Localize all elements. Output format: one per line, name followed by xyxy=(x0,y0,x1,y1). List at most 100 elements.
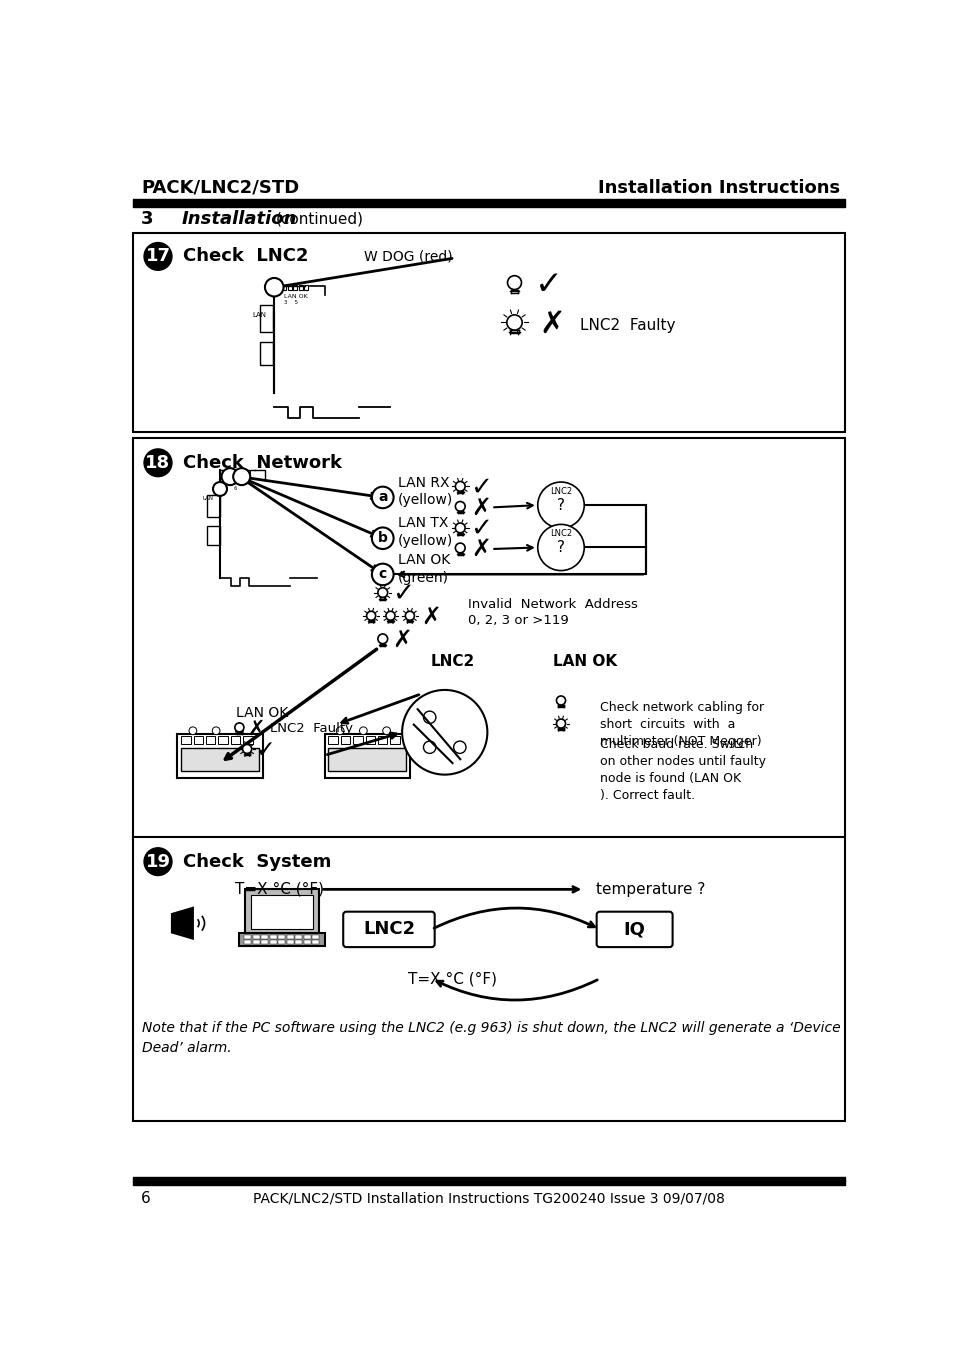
Polygon shape xyxy=(172,907,193,938)
Bar xyxy=(207,525,220,546)
Circle shape xyxy=(537,482,583,528)
Bar xyxy=(261,934,268,938)
Bar xyxy=(261,940,268,944)
Bar xyxy=(253,934,259,938)
Bar xyxy=(278,940,285,944)
Circle shape xyxy=(144,242,172,271)
Bar xyxy=(312,934,319,938)
Bar xyxy=(270,940,276,944)
Bar xyxy=(377,737,387,743)
Text: ✗: ✗ xyxy=(471,496,491,520)
Circle shape xyxy=(507,276,521,290)
Circle shape xyxy=(455,523,465,532)
Circle shape xyxy=(455,501,465,512)
Circle shape xyxy=(233,468,250,485)
Circle shape xyxy=(265,278,283,297)
Bar xyxy=(207,496,220,517)
Bar xyxy=(390,737,399,743)
Text: ✗: ✗ xyxy=(392,628,412,651)
Bar xyxy=(177,734,262,779)
Circle shape xyxy=(359,727,367,735)
Bar xyxy=(244,934,251,938)
Text: Check  System: Check System xyxy=(183,853,331,871)
Circle shape xyxy=(372,528,394,548)
Text: Installation: Installation xyxy=(181,210,296,229)
Text: ?: ? xyxy=(557,540,564,555)
Text: 17: 17 xyxy=(146,248,171,265)
Circle shape xyxy=(556,719,565,728)
Bar xyxy=(286,940,294,944)
Text: 18: 18 xyxy=(145,454,171,471)
Text: ✗: ✗ xyxy=(538,310,564,338)
Bar xyxy=(288,284,292,290)
Bar xyxy=(328,747,406,770)
Text: LAN: LAN xyxy=(203,496,213,501)
Text: LNC2: LNC2 xyxy=(362,921,415,938)
Circle shape xyxy=(372,563,394,585)
Bar xyxy=(239,933,324,945)
Circle shape xyxy=(556,696,565,705)
Bar xyxy=(270,934,276,938)
Bar xyxy=(259,305,274,332)
Circle shape xyxy=(405,611,414,620)
Bar xyxy=(133,837,843,1121)
Text: IQ: IQ xyxy=(623,921,645,938)
Circle shape xyxy=(335,727,344,735)
Circle shape xyxy=(455,482,465,492)
Circle shape xyxy=(221,468,238,485)
Text: Installation Instructions: Installation Instructions xyxy=(598,179,840,196)
Bar xyxy=(244,940,251,944)
Bar xyxy=(324,734,410,779)
Text: LAN TX
(yellow): LAN TX (yellow) xyxy=(397,516,453,548)
Text: (continued): (continued) xyxy=(275,213,363,227)
Text: Check  Network: Check Network xyxy=(183,454,341,471)
Text: PACK/LNC2/STD: PACK/LNC2/STD xyxy=(141,179,299,196)
Bar xyxy=(230,470,233,474)
Circle shape xyxy=(377,588,387,597)
Circle shape xyxy=(423,741,436,753)
Text: 19: 19 xyxy=(146,853,171,871)
Text: ✓: ✓ xyxy=(254,738,274,762)
Bar xyxy=(303,934,311,938)
Bar xyxy=(243,737,253,743)
Text: LAN OK
(green): LAN OK (green) xyxy=(397,554,450,585)
Bar xyxy=(181,747,258,770)
Text: LNC2: LNC2 xyxy=(430,654,475,669)
Circle shape xyxy=(453,741,465,753)
Bar xyxy=(365,737,375,743)
Bar xyxy=(294,940,302,944)
Circle shape xyxy=(386,611,395,620)
Text: Check  LNC2: Check LNC2 xyxy=(183,248,308,265)
Text: LAN RX
(yellow): LAN RX (yellow) xyxy=(397,475,453,506)
Bar xyxy=(246,470,250,474)
Bar xyxy=(253,940,259,944)
Bar xyxy=(133,233,843,432)
Text: Check network cabling for
short  circuits  with  a
multimeter (NOT Megger): Check network cabling for short circuits… xyxy=(599,701,763,749)
Bar xyxy=(286,934,294,938)
Bar xyxy=(353,737,362,743)
Circle shape xyxy=(212,727,220,735)
Text: 6: 6 xyxy=(141,1190,151,1205)
Circle shape xyxy=(234,723,244,733)
Bar xyxy=(303,940,311,944)
Text: b: b xyxy=(377,531,387,546)
Circle shape xyxy=(144,450,172,477)
Text: 3    5: 3 5 xyxy=(284,301,298,305)
Circle shape xyxy=(506,315,521,330)
Text: ✗: ✗ xyxy=(248,719,265,738)
Bar xyxy=(234,470,239,474)
Bar xyxy=(206,737,215,743)
Circle shape xyxy=(366,611,375,620)
Text: ✓: ✓ xyxy=(392,581,414,607)
Text: LAN OK: LAN OK xyxy=(284,294,308,299)
Text: LNC2  Faulty: LNC2 Faulty xyxy=(579,318,675,333)
Text: LAN OK: LAN OK xyxy=(225,481,245,485)
Circle shape xyxy=(377,634,387,643)
Bar xyxy=(278,934,285,938)
Text: ✗: ✗ xyxy=(421,605,441,628)
Circle shape xyxy=(402,691,487,774)
Text: ✓: ✓ xyxy=(470,516,492,542)
Bar xyxy=(245,888,319,934)
Circle shape xyxy=(235,727,243,735)
Text: LAN: LAN xyxy=(253,311,266,318)
